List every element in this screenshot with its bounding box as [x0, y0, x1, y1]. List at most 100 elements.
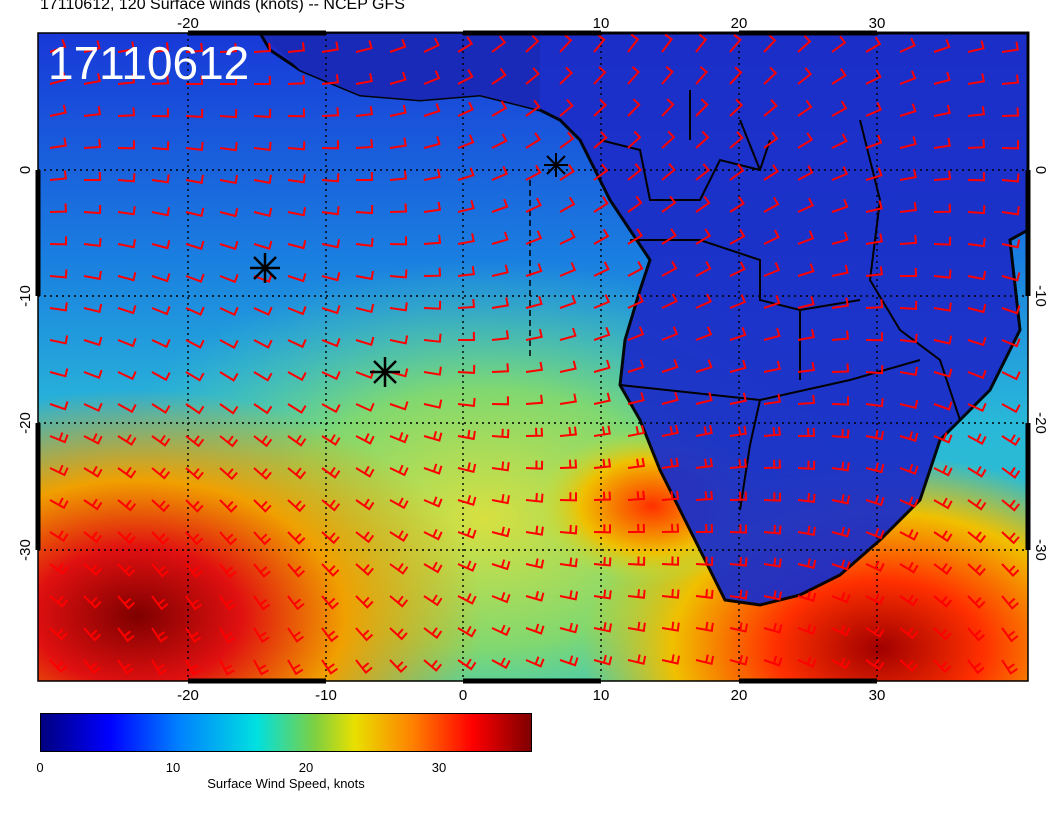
wind-barb	[899, 431, 919, 442]
wind-barb	[865, 134, 883, 149]
wind-barb	[355, 303, 375, 314]
wind-barb	[457, 134, 475, 149]
wind-barb	[559, 590, 579, 601]
wind-barb	[117, 173, 136, 183]
wind-barb	[49, 627, 68, 641]
wind-barb	[49, 137, 67, 149]
wind-barb	[389, 401, 409, 411]
wind-barb	[865, 200, 883, 213]
wind-barb	[321, 74, 340, 85]
lon-tick-label: -20	[177, 15, 199, 32]
wind-barb	[253, 339, 273, 349]
wind-barb	[559, 426, 578, 437]
wind-barb	[899, 366, 918, 376]
wind-barb	[321, 434, 341, 446]
wind-barb	[151, 174, 170, 184]
wind-barb	[185, 306, 205, 316]
wind-barb	[797, 67, 813, 85]
wind-barb	[389, 464, 409, 477]
wind-barb	[423, 70, 441, 85]
wind-barb	[355, 73, 373, 85]
lon-tick-label: 10	[593, 15, 610, 32]
wind-barb	[83, 270, 102, 281]
wind-barb	[525, 493, 544, 503]
wind-barb	[491, 494, 510, 505]
wind-barb	[83, 627, 102, 642]
wind-barb	[219, 435, 239, 448]
wind-barb	[831, 264, 849, 277]
wind-barb	[151, 627, 168, 643]
wind-barb	[525, 394, 544, 405]
lon-tick-label: 20	[731, 15, 748, 32]
wind-barb	[423, 430, 443, 442]
wind-barb	[491, 297, 509, 309]
wind-barb	[287, 108, 306, 118]
wind-barb	[593, 261, 610, 277]
wind-barb	[83, 498, 103, 511]
wind-barb	[729, 425, 747, 437]
wind-barb	[151, 595, 169, 611]
wind-barb	[1001, 403, 1021, 414]
wind-barb	[219, 659, 235, 676]
wind-barb	[899, 659, 918, 673]
wind-barb	[933, 368, 953, 378]
wind-barb	[729, 556, 748, 567]
wind-barb	[219, 595, 237, 611]
wind-barb	[525, 558, 545, 569]
wind-barb	[695, 195, 711, 213]
wind-barb	[695, 98, 709, 117]
wind-barb	[593, 654, 613, 666]
wind-barb	[763, 164, 779, 181]
wind-barb	[423, 399, 443, 409]
wind-barb	[253, 435, 273, 448]
wind-barb	[49, 497, 69, 510]
wind-barb	[559, 196, 576, 213]
wind-barb	[559, 327, 577, 341]
wind-barb	[627, 359, 645, 373]
wind-barb	[797, 558, 817, 570]
wind-barb	[253, 240, 273, 250]
wind-barb	[355, 627, 374, 642]
wind-barb	[219, 207, 239, 218]
wind-barb	[797, 460, 816, 470]
colorbar-tick: 30	[431, 760, 447, 775]
wind-barb	[967, 172, 986, 182]
wind-barb	[763, 131, 779, 149]
wind-barb	[797, 361, 816, 373]
wind-barb	[695, 523, 714, 533]
wind-barb	[831, 624, 851, 637]
wind-barb	[559, 34, 573, 53]
wind-barb	[355, 433, 375, 445]
storm-marker	[250, 253, 280, 283]
wind-barb	[933, 530, 953, 543]
wind-barb	[593, 131, 608, 149]
wind-barb	[185, 174, 204, 184]
wind-barb	[763, 590, 783, 601]
wind-barb	[491, 198, 509, 213]
wind-barb	[865, 560, 885, 573]
colorbar-tick: 10	[165, 760, 181, 775]
wind-barb	[253, 531, 272, 546]
wind-barb	[457, 167, 475, 181]
wind-barb	[355, 465, 375, 478]
wind-barb	[1001, 371, 1021, 381]
wind-barb	[1001, 305, 1021, 315]
wind-barb	[287, 240, 307, 250]
wind-barb	[1001, 206, 1020, 216]
wind-barb	[831, 461, 850, 472]
wind-barb	[661, 130, 676, 149]
wind-barb	[49, 38, 67, 53]
wind-barb	[933, 203, 952, 213]
wind-barb	[525, 328, 543, 341]
wind-barb	[355, 237, 374, 248]
wind-barb	[1001, 659, 1018, 675]
wind-barb	[423, 234, 442, 245]
wind-barb	[219, 273, 239, 284]
wind-barb	[151, 499, 170, 513]
wind-barb	[185, 435, 205, 448]
wind-barb	[117, 239, 136, 249]
wind-barb	[933, 302, 952, 312]
wind-barb	[49, 464, 69, 477]
wind-barb	[356, 171, 374, 181]
wind-barb	[967, 627, 986, 642]
